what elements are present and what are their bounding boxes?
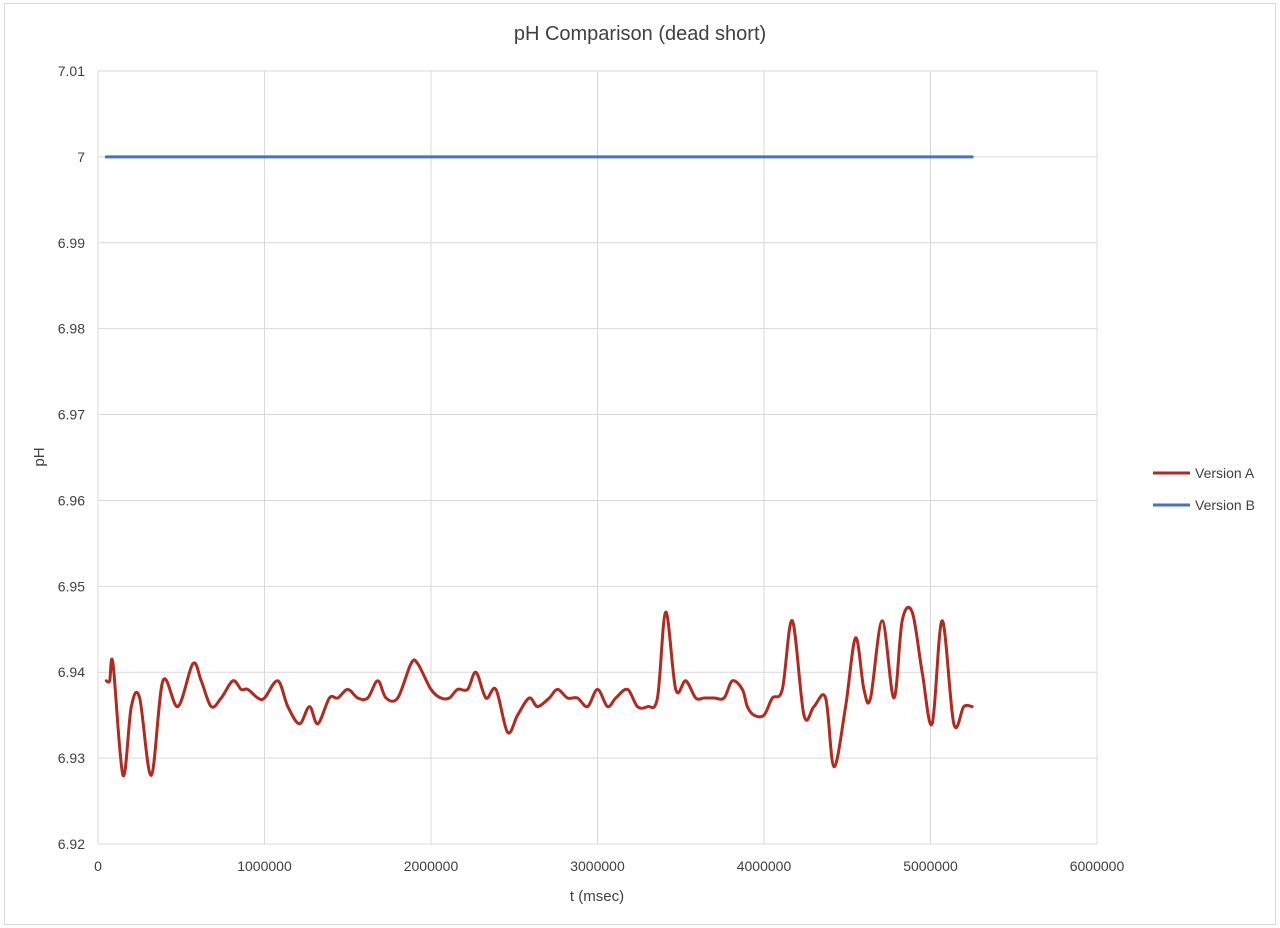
axis-layer: 6.92 6.93 6.94 6.95 6.96 6.97 6.98 6.99 7 7.01 0 10… [58, 63, 1125, 874]
series-line-version-a [104, 605, 974, 777]
x-tick-label: 4000000 [737, 858, 792, 874]
y-tick-label: 6.93 [58, 750, 85, 766]
y-tick-label: 6.97 [58, 407, 85, 423]
series-layer [104, 155, 974, 777]
x-tick-label: 5000000 [903, 858, 958, 874]
y-tick-label: 6.94 [58, 664, 85, 680]
legend: Version A Version B [1153, 465, 1255, 513]
y-tick-label: 6.95 [58, 578, 85, 594]
x-axis-title: t (msec) [570, 888, 624, 905]
x-tick-label: 3000000 [570, 858, 625, 874]
x-tick-label: 1000000 [237, 858, 292, 874]
y-tick-label: 6.96 [58, 492, 85, 508]
x-tick-label: 0 [94, 858, 102, 874]
legend-label-version-b: Version B [1195, 497, 1255, 513]
chart-title: pH Comparison (dead short) [514, 23, 766, 45]
y-tick-label: 6.99 [58, 235, 85, 251]
x-tick-label: 2000000 [404, 858, 459, 874]
y-tick-label: 6.92 [58, 836, 85, 852]
y-tick-label: 7 [77, 149, 85, 165]
y-tick-label: 7.01 [58, 63, 85, 79]
legend-label-version-a: Version A [1195, 465, 1255, 481]
y-tick-label: 6.98 [58, 321, 85, 337]
y-axis-title: pH [31, 447, 48, 466]
grid-layer [97, 70, 1098, 845]
x-tick-label: 6000000 [1070, 858, 1125, 874]
